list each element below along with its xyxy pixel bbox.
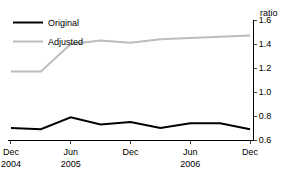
svg-text:ratio: ratio — [260, 8, 278, 18]
svg-text:1.0: 1.0 — [259, 87, 272, 97]
svg-text:1.4: 1.4 — [259, 39, 272, 49]
svg-text:Jun2006: Jun2006 — [180, 147, 200, 169]
svg-text:Original: Original — [48, 18, 79, 28]
svg-text:0.8: 0.8 — [259, 111, 272, 121]
svg-text:Dec2004: Dec2004 — [1, 147, 21, 169]
svg-text:1.6: 1.6 — [259, 15, 272, 25]
svg-text:1.2: 1.2 — [259, 63, 272, 73]
svg-text:Adjusted: Adjusted — [48, 37, 83, 47]
svg-text:0.6: 0.6 — [259, 135, 272, 145]
svg-text:Jun2005: Jun2005 — [61, 147, 81, 169]
svg-text:Dec: Dec — [122, 147, 139, 157]
svg-text:Dec: Dec — [242, 147, 259, 157]
